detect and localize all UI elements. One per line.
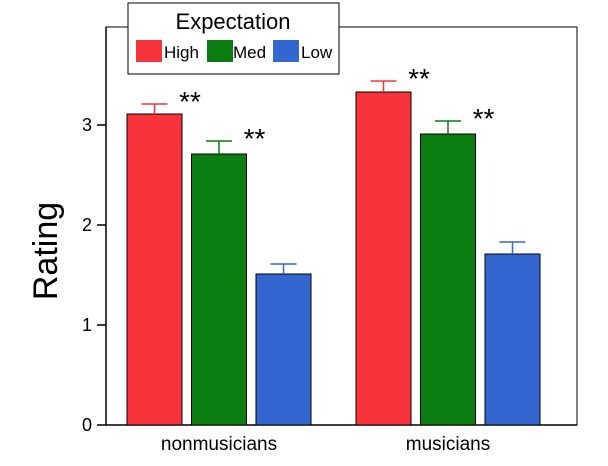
legend-swatch-high [136, 40, 162, 62]
legend: Expectation High Med Low [127, 2, 340, 75]
significance-musicians-med: ** [473, 103, 495, 134]
legend-label-low: Low [301, 43, 333, 62]
legend-swatch-med [207, 40, 233, 62]
legend-label-med: Med [233, 43, 266, 62]
y-axis-label: Rating [27, 202, 65, 300]
legend-swatch-low [273, 40, 299, 62]
y-tick-label-2: 2 [82, 215, 92, 235]
category-label-nonmusicians: nonmusicians [161, 434, 277, 455]
y-tick-label-0: 0 [82, 415, 92, 435]
bar-musicians-med [420, 133, 476, 426]
legend-label-high: High [164, 43, 199, 62]
bar-nonmusicians-med [191, 153, 247, 426]
bar-nonmusicians-low [255, 273, 312, 426]
legend-title: Expectation [176, 9, 291, 34]
significance-nonmusicians-med: ** [244, 123, 266, 154]
category-label-musicians: musicians [406, 434, 490, 455]
bar-musicians-high [355, 91, 412, 426]
legend-box [127, 2, 340, 75]
y-tick-label-3: 3 [82, 115, 92, 135]
significance-nonmusicians-high: ** [179, 86, 201, 117]
y-tick-label-1: 1 [82, 315, 92, 335]
bar-nonmusicians-high [126, 113, 183, 426]
significance-musicians-high: ** [408, 63, 430, 94]
bar-musicians-low [484, 253, 541, 426]
